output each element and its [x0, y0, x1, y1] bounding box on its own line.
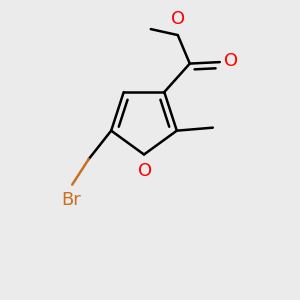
Text: O: O	[138, 162, 153, 180]
Text: O: O	[171, 11, 185, 28]
Text: O: O	[224, 52, 239, 70]
Text: Br: Br	[61, 191, 81, 209]
